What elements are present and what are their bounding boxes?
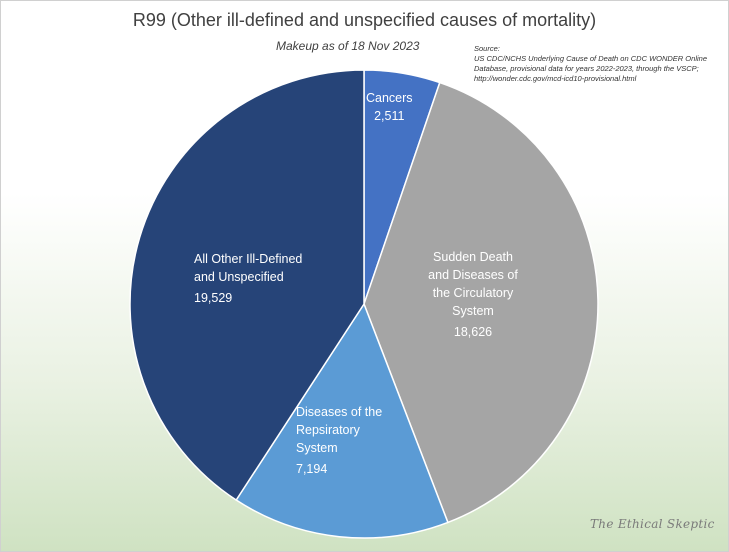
source-label: Source: bbox=[474, 44, 500, 53]
label-respiratory: Diseases of the Repsiratory System 7,194 bbox=[296, 403, 382, 478]
label-circulatory-line2: and Diseases of bbox=[428, 268, 518, 282]
label-respiratory-line1: Diseases of the bbox=[296, 405, 383, 419]
watermark: The Ethical Skeptic bbox=[590, 517, 715, 531]
label-cancers-value: 2,511 bbox=[374, 109, 405, 123]
slice-circulatory bbox=[363, 81, 599, 524]
chart-subtitle: Makeup as of 18 Nov 2023 bbox=[276, 39, 420, 53]
chart-title: R99 (Other ill-defined and unspecified c… bbox=[132, 10, 597, 30]
label-circulatory: Sudden Death and Diseases of the Circula… bbox=[418, 248, 528, 341]
slice-respiratory bbox=[235, 302, 449, 539]
label-respiratory-value: 7,194 bbox=[296, 462, 328, 476]
source-text: US CDC/NCHS Underlying Cause of Death on… bbox=[474, 54, 707, 83]
slice-other-ill-defined bbox=[129, 69, 365, 502]
label-circulatory-line4: System bbox=[452, 304, 494, 318]
label-respiratory-line2: Repsiratory bbox=[296, 423, 360, 437]
label-other-line2: and Unspecified bbox=[194, 270, 284, 284]
label-circulatory-line1: Sudden Death bbox=[433, 250, 513, 264]
label-other-value: 19,529 bbox=[194, 291, 233, 305]
source-note: Source: US CDC/NCHS Underlying Cause of … bbox=[474, 44, 724, 84]
label-other-line1: All Other Ill-Defined bbox=[194, 252, 303, 266]
label-respiratory-line3: System bbox=[296, 441, 338, 455]
label-cancers: Cancers 2,511 bbox=[366, 89, 413, 125]
label-circulatory-line3: the Circulatory bbox=[432, 286, 514, 300]
label-other: All Other Ill-Defined and Unspecified 19… bbox=[194, 250, 302, 307]
label-cancers-name: Cancers bbox=[366, 91, 413, 105]
label-circulatory-value: 18,626 bbox=[453, 325, 493, 339]
